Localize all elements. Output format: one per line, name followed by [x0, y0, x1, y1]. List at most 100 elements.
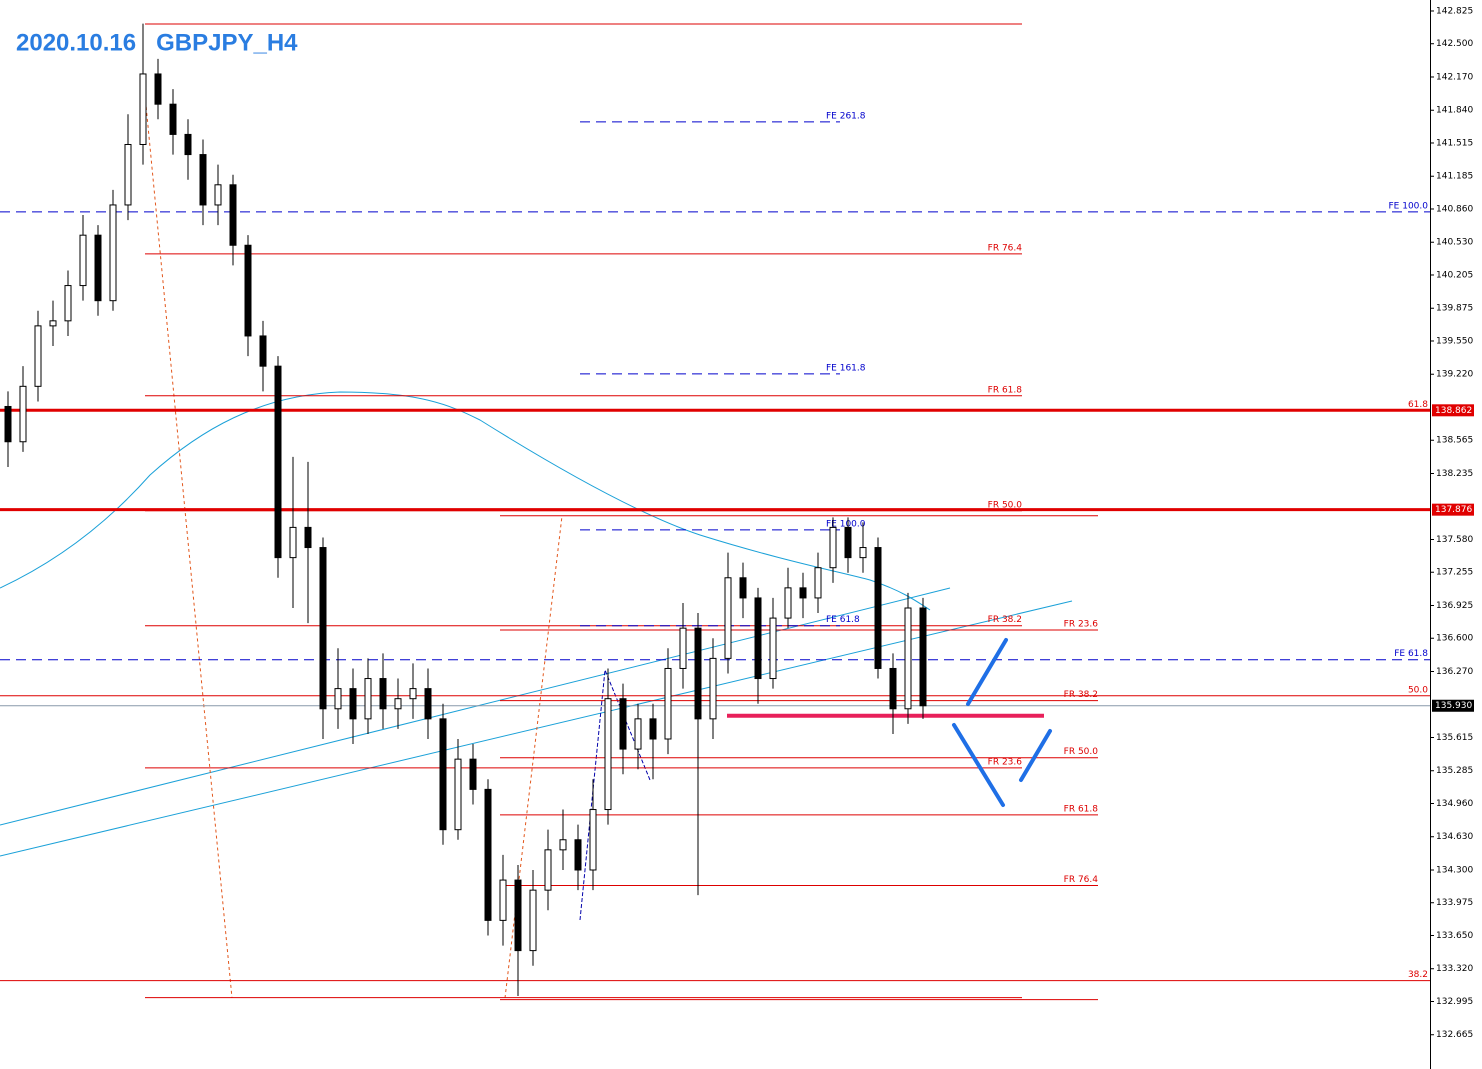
y-tick-label: 135.615	[1436, 733, 1473, 743]
candle-body	[139, 73, 147, 145]
y-tick-label: 140.860	[1436, 204, 1473, 214]
fibo-label: FE 161.8	[826, 363, 866, 373]
y-tick-label: 140.530	[1436, 238, 1473, 248]
y-tick-label: 138.565	[1436, 436, 1473, 446]
y-tick-label: 138.235	[1436, 469, 1473, 479]
candle-body	[319, 547, 327, 710]
y-tick-label: 134.630	[1436, 832, 1473, 842]
candle-body	[709, 657, 717, 720]
candle-body	[289, 526, 297, 559]
scenario-down	[952, 723, 1005, 807]
candle-body	[334, 688, 342, 710]
level-label: 61.8	[1408, 400, 1428, 410]
price-box	[1432, 699, 1474, 712]
fibo-label: FR 50.0	[1064, 747, 1099, 757]
candle-body	[409, 688, 417, 700]
candle-body	[469, 758, 477, 790]
candle-body	[874, 547, 882, 669]
candle-body	[634, 718, 642, 750]
candle-body	[754, 597, 762, 680]
candles	[4, 23, 927, 996]
price-box	[1432, 404, 1474, 417]
fibo-label: FR 61.8	[1064, 804, 1099, 814]
candle-body	[79, 234, 87, 287]
fibo-label: FE 61.8	[826, 615, 860, 625]
candle-body	[649, 718, 657, 740]
trend-line	[0, 600, 1073, 857]
candle-body	[694, 627, 702, 720]
y-tick-label: 141.840	[1436, 106, 1473, 116]
candle-body	[859, 547, 867, 559]
y-tick-label: 132.665	[1436, 1030, 1473, 1040]
candle-body	[64, 285, 72, 322]
candle-body	[604, 698, 612, 811]
y-tick-label: 137.255	[1436, 568, 1473, 578]
y-tick-label: 136.270	[1436, 667, 1473, 677]
level-label: FE 100.0	[1389, 201, 1429, 211]
candle-body	[514, 879, 522, 952]
candle-body	[724, 577, 732, 659]
candle-body	[844, 526, 852, 559]
fibo-label: FE 100.0	[826, 519, 866, 529]
levels: FR 76.4 FR 61.8 FR 50.0 FR 38.2 FR 23.6 FR 23…	[0, 23, 1430, 1001]
candle-body	[34, 325, 42, 387]
candle-body	[349, 688, 357, 720]
fibo-label: FE 261.8	[826, 111, 866, 121]
candle-body	[364, 678, 372, 720]
y-tick-label: 136.925	[1436, 601, 1473, 611]
level-label: 50.0	[1408, 685, 1428, 695]
candle-body	[904, 607, 912, 710]
fibo-label: FR 61.8	[988, 385, 1023, 395]
candle-body	[919, 607, 927, 707]
candle-body	[94, 234, 102, 302]
candle-body	[769, 617, 777, 680]
fibo-label: FR 23.6	[988, 757, 1023, 767]
y-tick-label: 139.550	[1436, 336, 1473, 346]
fibo-label: FR 50.0	[988, 500, 1023, 510]
candle-body	[229, 184, 237, 246]
candle-body	[19, 385, 27, 443]
candle-body	[484, 788, 492, 921]
candle-body	[574, 839, 582, 871]
candle-body	[499, 879, 507, 921]
y-tick-label: 140.205	[1436, 270, 1473, 280]
candle-body	[154, 73, 162, 105]
fibo-label: FR 76.4	[988, 243, 1023, 253]
y-tick-label: 134.300	[1436, 865, 1473, 875]
y-tick-label: 142.500	[1436, 39, 1473, 49]
price-axis: 142.825 142.500 142.170 141.840 141.515 141.1…	[1430, 0, 1482, 1069]
scenario-up	[966, 638, 1008, 706]
fibo-label: FR 76.4	[1064, 875, 1099, 885]
candle-body	[544, 849, 552, 891]
y-tick-label: 141.185	[1436, 172, 1473, 182]
price-box	[1432, 503, 1474, 516]
candle-body	[394, 698, 402, 710]
candle-body	[199, 154, 207, 206]
y-tick-label: 137.580	[1436, 535, 1473, 545]
candle-body	[379, 678, 387, 710]
candle-body	[619, 698, 627, 750]
moving-average	[0, 391, 931, 611]
candle-body	[274, 365, 282, 559]
y-tick-label: 139.220	[1436, 370, 1473, 380]
y-tick-label: 133.650	[1436, 931, 1473, 941]
y-tick-label: 134.960	[1436, 799, 1473, 809]
candle-body	[679, 627, 687, 669]
candle-body	[169, 103, 177, 135]
candle-body	[529, 889, 537, 952]
fibo-label: FR 38.2	[988, 615, 1022, 625]
price-box-label: 138.862	[1435, 406, 1472, 416]
candle-body	[439, 718, 447, 831]
candle-body	[889, 667, 897, 710]
level-label: FE 61.8	[1394, 649, 1428, 659]
axis-background	[1430, 0, 1482, 1069]
sketch	[952, 638, 1052, 807]
level-label: 38.2	[1408, 970, 1428, 980]
price-box-label: 135.930	[1435, 701, 1472, 711]
candle-body	[304, 526, 312, 549]
y-tick-label: 135.285	[1436, 766, 1473, 776]
y-tick-label: 136.600	[1436, 634, 1473, 644]
chart-title: 2020.10.16 GBPJPY_H4	[16, 29, 298, 56]
